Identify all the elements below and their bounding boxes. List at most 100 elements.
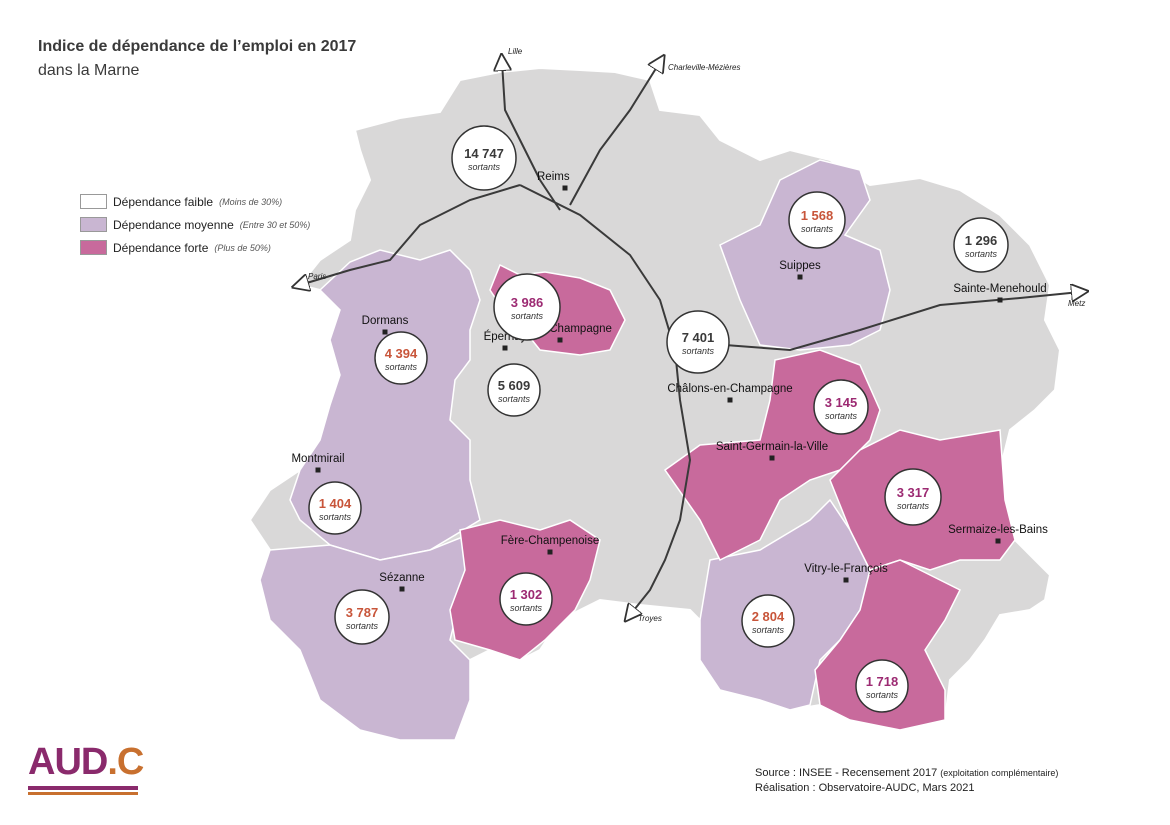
town-marker: Châlons-en-Champagne — [667, 383, 793, 403]
zone-south-east — [814, 559, 962, 731]
direction-label: Metz — [1068, 299, 1085, 308]
town-label: Montmirail — [291, 453, 344, 465]
bubble-value: 1 718 — [866, 674, 899, 689]
town-label: Sainte-Menehould — [953, 283, 1046, 295]
legend-item-forte: Dépendance forte (Plus de 50%) — [80, 236, 310, 259]
legend-swatch-faible — [80, 194, 107, 209]
bubble-unit: sortants — [866, 690, 899, 700]
bubble-unit: sortants — [468, 162, 501, 172]
town-dot-icon — [399, 586, 405, 592]
bubble-circle — [741, 594, 795, 648]
town-dot-icon — [382, 329, 388, 335]
legend-note: (Plus de 50%) — [214, 242, 271, 253]
highways — [300, 62, 1080, 615]
bubble-unit: sortants — [319, 512, 352, 522]
bubble-circle — [953, 217, 1009, 273]
route-metz — [724, 292, 1080, 352]
town-dot-icon — [797, 274, 803, 280]
bubble-circle — [884, 468, 942, 526]
bubble-unit: sortants — [346, 621, 379, 631]
bubble-value: 2 804 — [752, 609, 785, 624]
town-dot-icon — [727, 397, 733, 403]
logo-text-dot: .C — [107, 741, 144, 783]
bubble-value: 3 317 — [897, 485, 930, 500]
legend-swatch-forte — [80, 240, 107, 255]
bubble-value: 1 568 — [801, 208, 834, 223]
town-label: Sermaize-les-Bains — [948, 524, 1048, 536]
bubble-unit: sortants — [897, 501, 930, 511]
source-line: Source : INSEE - Recensement 2017 — [755, 767, 938, 779]
bubble-value: 14 747 — [464, 146, 504, 161]
map-title: Indice de dépendance de l’emploi en 2017 — [38, 38, 357, 55]
legend-label: Dépendance faible — [113, 194, 214, 209]
bubble-value: 1 296 — [965, 233, 998, 248]
town-marker: Sézanne — [379, 572, 425, 592]
bubble-unit: sortants — [965, 249, 998, 259]
zone-suippes — [719, 159, 891, 351]
audc-logo: AUD.C — [28, 741, 144, 797]
town-marker: Vitry-le-François — [804, 563, 888, 583]
bubble-unit: sortants — [825, 411, 858, 421]
town-label: Reims — [537, 171, 570, 183]
town-label: Vitry-le-François — [804, 563, 888, 575]
legend: Dépendance faible (Moins de 30%) Dépenda… — [80, 190, 310, 259]
bubble-value: 3 787 — [346, 605, 379, 620]
bubble-circle — [666, 310, 730, 374]
source-credits: Source : INSEE - Recensement 2017 (explo… — [755, 766, 1058, 796]
legend-note: (Entre 30 et 50%) — [239, 219, 311, 230]
bubble-unit: sortants — [801, 224, 834, 234]
realisation-line: Réalisation : Observatoire-AUDC, Mars 20… — [755, 782, 975, 794]
bubble-unit: sortants — [510, 603, 543, 613]
direction-label: Troyes — [638, 614, 662, 623]
town-dot-icon — [843, 577, 849, 583]
bubble-value: 4 394 — [385, 346, 418, 361]
legend-label: Dépendance moyenne — [113, 217, 234, 232]
bubble-circle — [493, 273, 561, 341]
route-lille — [502, 62, 561, 211]
town-dot-icon — [562, 185, 568, 191]
bubble-circle — [788, 191, 846, 249]
bubble-value: 5 609 — [498, 378, 531, 393]
town-marker: Dormans — [362, 315, 409, 335]
bubble-value: 1 404 — [319, 496, 352, 511]
logo-text-main: AUD — [28, 741, 108, 783]
bubble-circle — [334, 589, 390, 645]
town-marker: Reims — [537, 171, 570, 191]
bubble-value: 3 145 — [825, 395, 858, 410]
town-dot-icon — [502, 345, 508, 351]
town-dot-icon — [997, 297, 1003, 303]
town-marker: Saint-Germain-la-Ville — [716, 441, 828, 461]
bubble-circle — [487, 363, 541, 417]
legend-note: (Moins de 30%) — [219, 196, 283, 207]
direction-label: Charleville-Mézières — [668, 63, 740, 72]
town-label: Fère-Champenoise — [501, 535, 599, 547]
bubble-circle — [855, 659, 909, 713]
town-label: Dormans — [362, 315, 409, 327]
direction-label: Paris — [308, 272, 326, 281]
town-marker: Sainte-Menehould — [953, 283, 1047, 303]
map-subtitle: dans la Marne — [38, 62, 140, 79]
bubble-unit: sortants — [385, 362, 418, 372]
bubble-circle — [499, 572, 553, 626]
bubble-circle — [308, 481, 362, 535]
town-dot-icon — [315, 467, 321, 473]
town-dot-icon — [547, 549, 553, 555]
town-label: Châlons-en-Champagne — [667, 383, 792, 395]
bubble-unit: sortants — [752, 625, 785, 635]
town-marker: Fère-Champenoise — [501, 535, 599, 555]
route-paris — [300, 184, 521, 285]
